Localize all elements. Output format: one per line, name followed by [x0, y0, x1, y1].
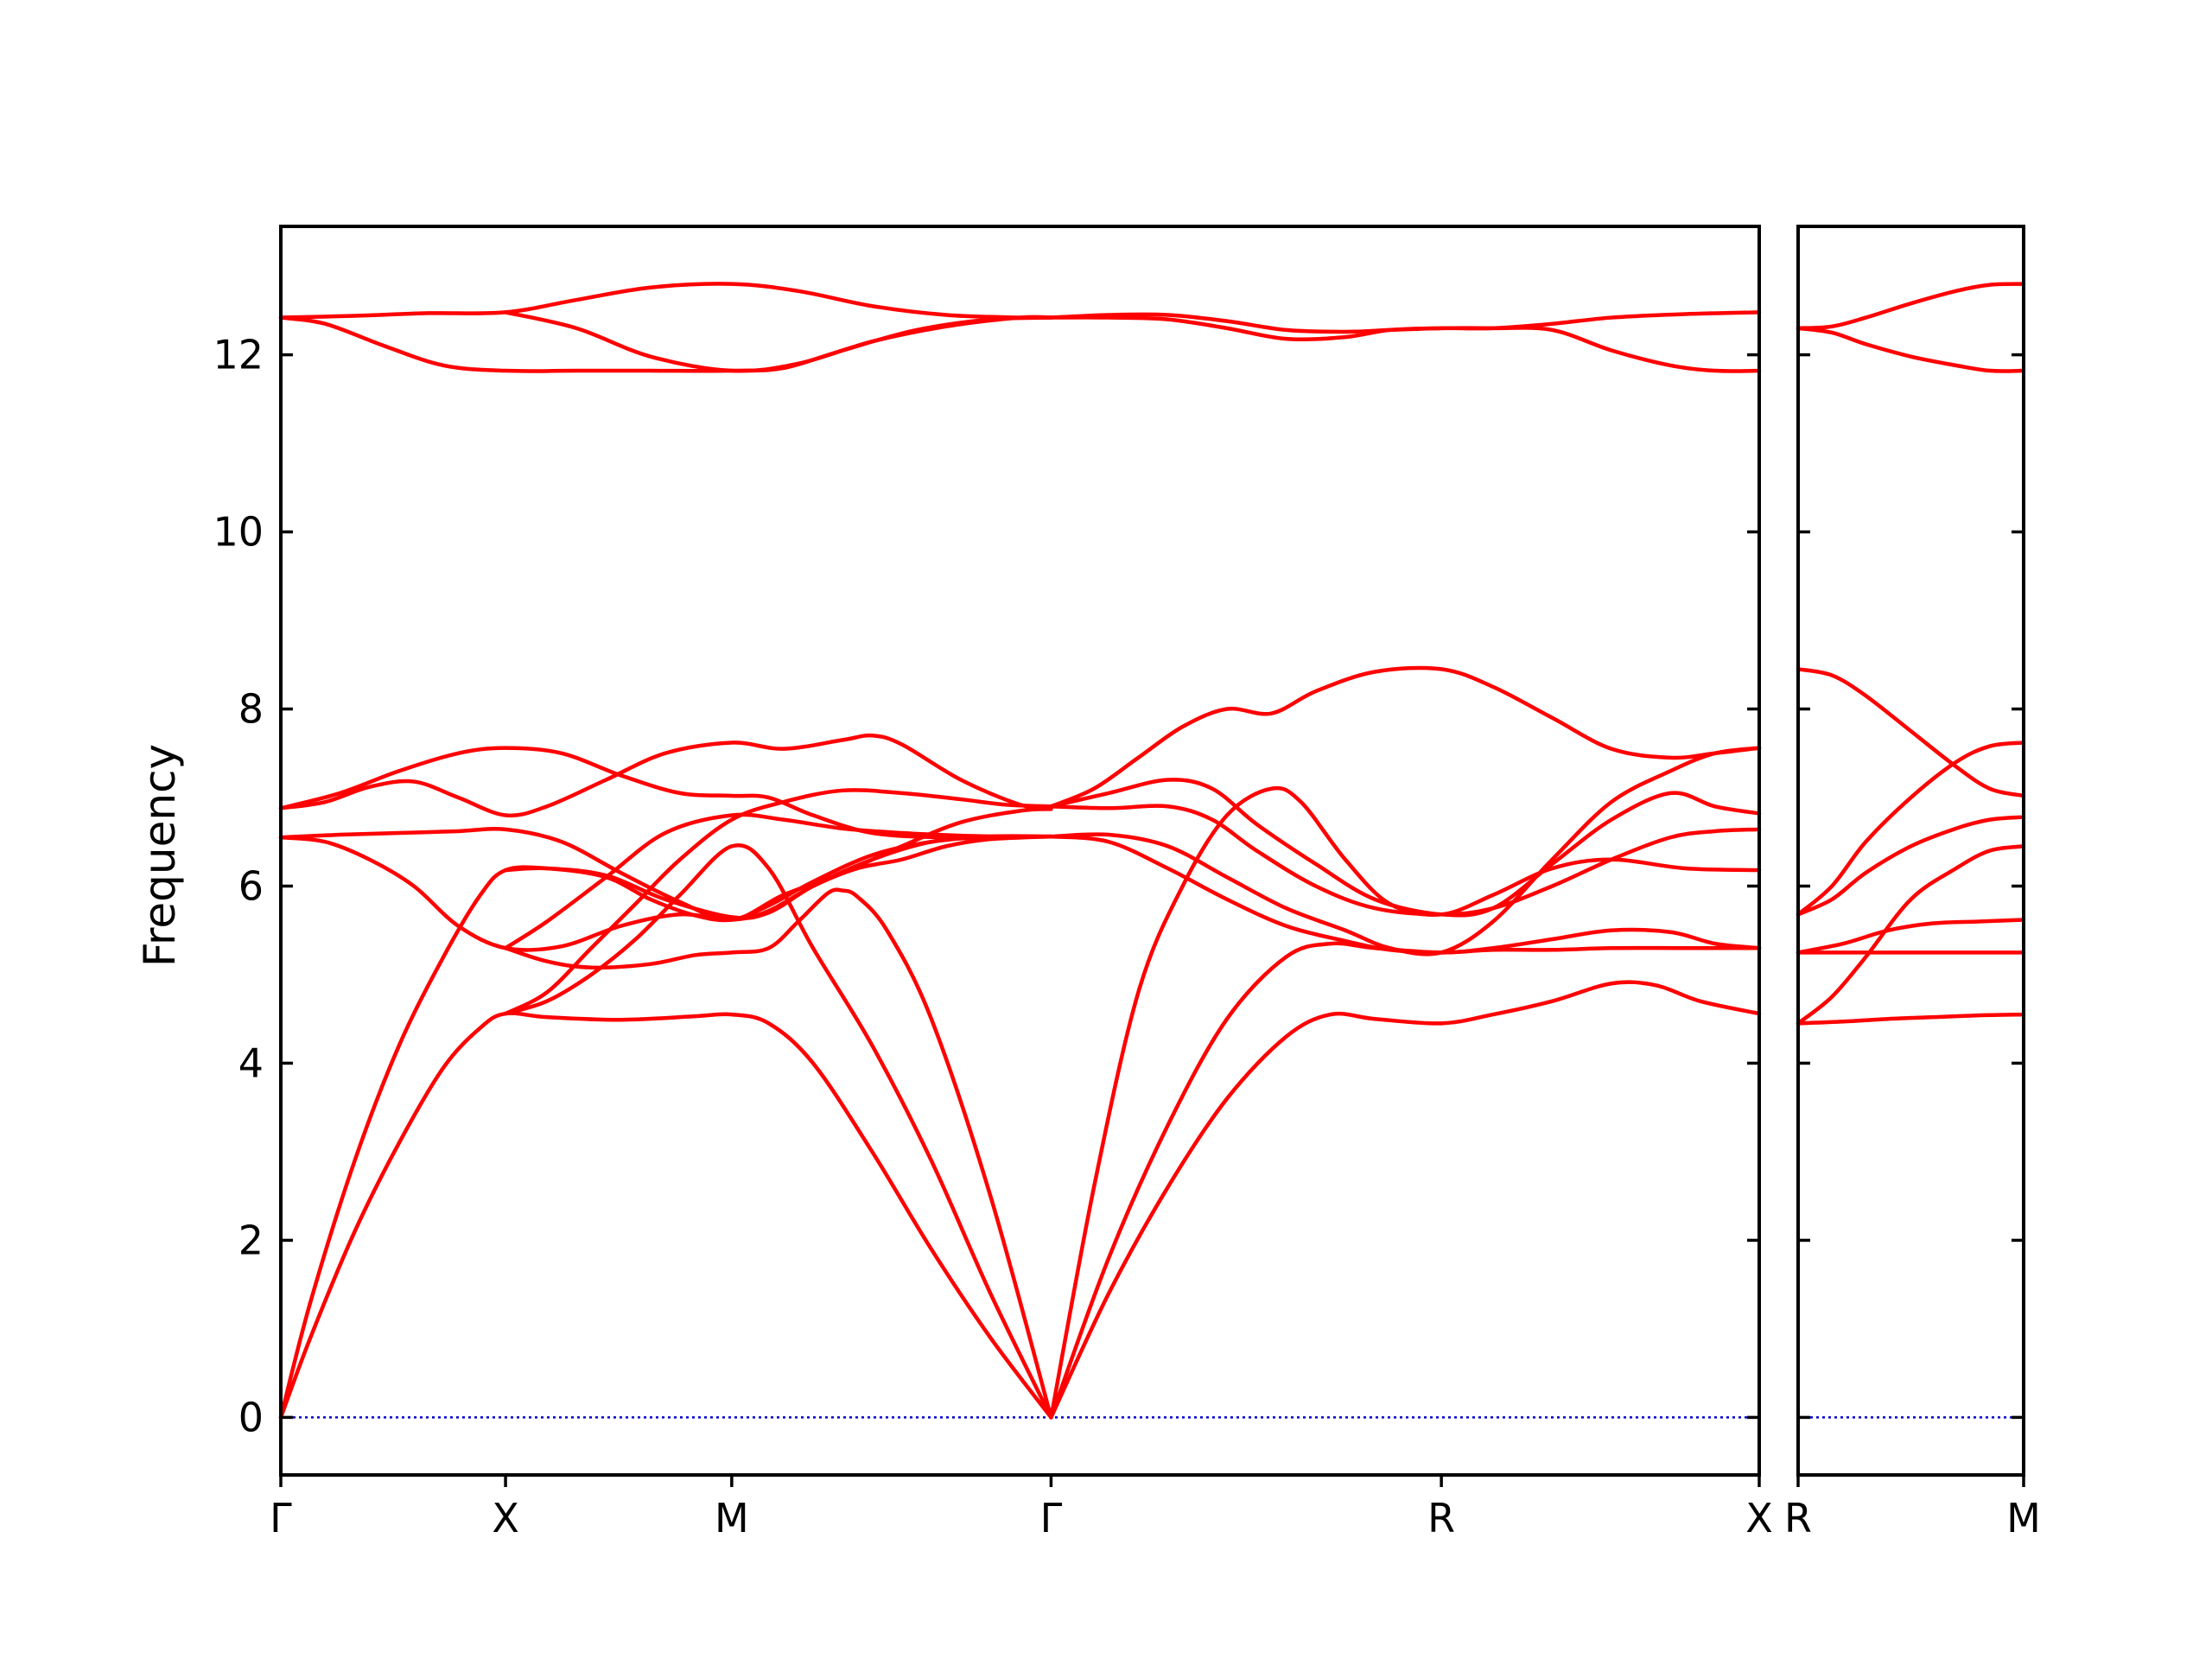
phonon-band-main-16: [1049, 980, 1762, 1420]
plot-frame-secondary: [1796, 225, 2025, 1477]
y-tick-label: 4: [238, 1039, 264, 1086]
phonon-band-main-20: [1049, 746, 1762, 957]
y-axis-label: Frequency: [135, 744, 185, 967]
x-tick-label: X: [1745, 1495, 1773, 1541]
y-tick-label: 0: [238, 1394, 264, 1440]
phonon-band-main-4: [278, 834, 1053, 952]
x-tick-label: M: [2006, 1495, 2041, 1541]
y-tick-label: 2: [238, 1217, 264, 1263]
phonon-band-main-8: [503, 788, 1053, 1016]
phonon-band-main-9: [503, 887, 1053, 1420]
phonon-band-main-21: [1049, 804, 1762, 917]
x-tick-label: R: [1784, 1495, 1812, 1541]
x-tick-label: Γ: [1040, 1495, 1063, 1541]
phonon-band-secondary-7: [1796, 667, 2026, 798]
phonon-band-secondary-6: [1796, 741, 2026, 917]
phonon-band-main-6: [278, 733, 1053, 818]
phonon-band-main-24: [1049, 312, 1762, 373]
x-tick-label: R: [1427, 1495, 1455, 1541]
main-panel: 0 2 4 6 8 10 12 Γ X M Γ R X: [213, 225, 1773, 1541]
phonon-band-secondary-5: [1796, 815, 2026, 917]
phonon-band-secondary-8: [1796, 282, 2026, 331]
phonon-band-secondary-3: [1796, 918, 2026, 955]
phonon-band-main-11: [503, 834, 1053, 920]
phonon-band-main-15: [1049, 785, 1762, 1420]
phonon-band-secondary-9: [1796, 326, 2026, 373]
x-tick-label: X: [492, 1495, 519, 1541]
plot-frame-main: [279, 225, 1761, 1477]
phonon-band-main-12: [278, 282, 1053, 321]
phonon-band-secondary-1: [1796, 1012, 2026, 1026]
phonon-band-main-5: [278, 746, 1053, 840]
phonon-band-main-18: [1049, 665, 1762, 809]
phonon-band-main-10: [503, 812, 1053, 950]
phonon-band-main-22: [1049, 778, 1762, 918]
phonon-band-main-3: [278, 807, 1053, 922]
phonon-band-secondary-4: [1796, 844, 2026, 1026]
x-tick-label: Γ: [270, 1495, 292, 1541]
phonon-band-main-1: [278, 1011, 1053, 1420]
y-tick-label: 12: [213, 332, 264, 378]
x-tick-label: M: [715, 1495, 749, 1541]
y-tick-label: 6: [238, 862, 264, 909]
y-tick-label: 10: [213, 509, 264, 556]
phonon-band-main-14: [503, 310, 1053, 373]
y-tick-label: 8: [238, 686, 264, 733]
